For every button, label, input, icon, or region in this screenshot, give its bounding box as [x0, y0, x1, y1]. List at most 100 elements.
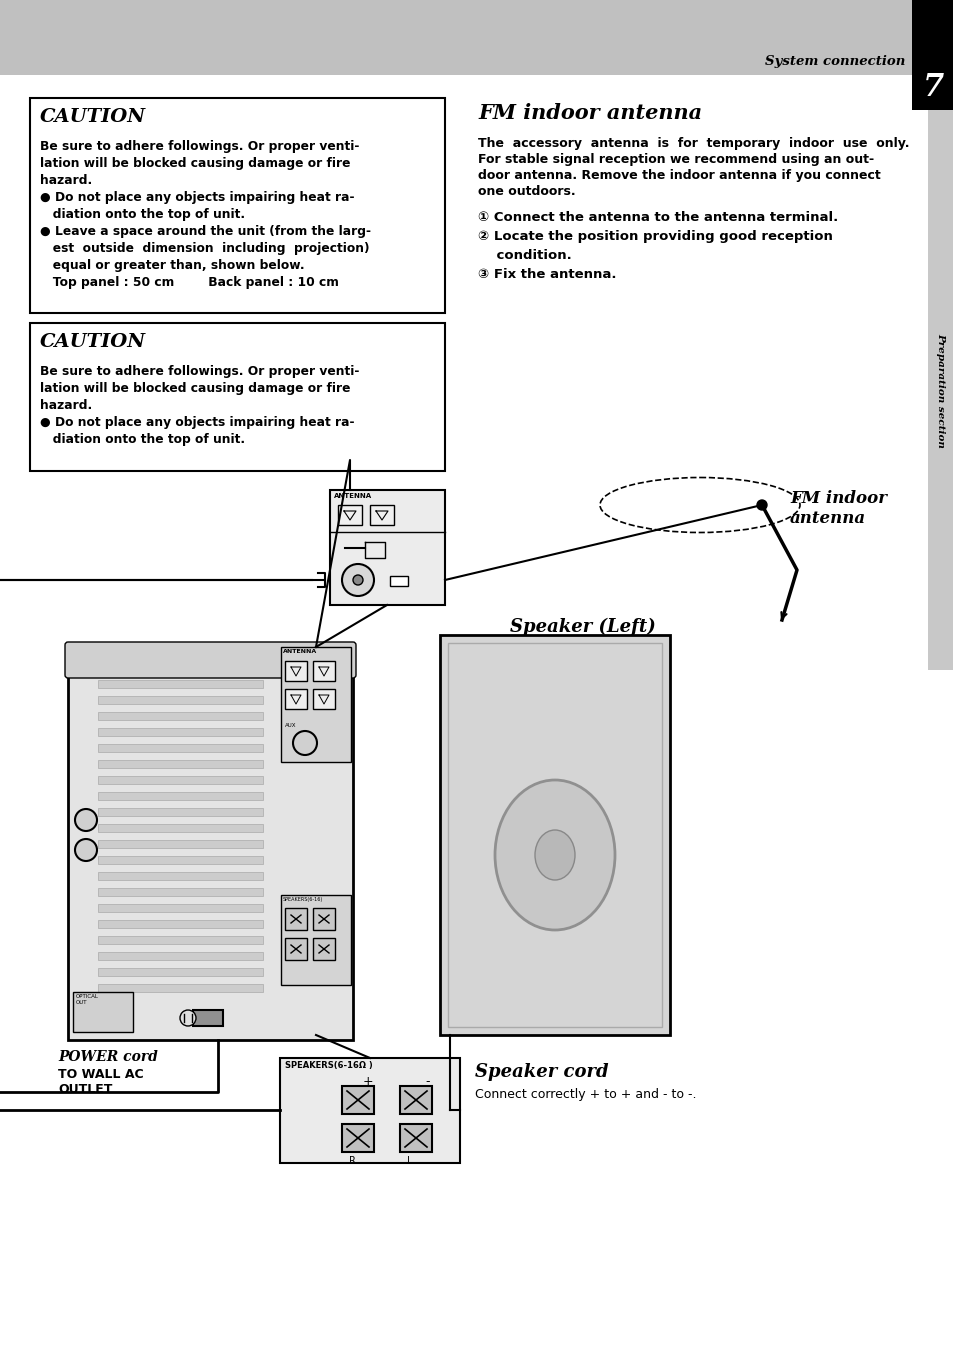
- Bar: [439, 635, 669, 1035]
- Bar: [30, 99, 444, 313]
- Text: System connection: System connection: [763, 55, 904, 69]
- Bar: [285, 938, 307, 961]
- Text: ANTENNA: ANTENNA: [334, 493, 372, 499]
- Text: Top panel : 50 cm        Back panel : 10 cm: Top panel : 50 cm Back panel : 10 cm: [40, 276, 338, 289]
- Text: ● Leave a space around the unit (from the larg-: ● Leave a space around the unit (from th…: [40, 226, 371, 238]
- Bar: [448, 643, 661, 1027]
- Bar: [370, 505, 394, 526]
- Bar: [98, 712, 263, 720]
- Text: ● Do not place any objects impairing heat ra-: ● Do not place any objects impairing hea…: [40, 416, 355, 430]
- Circle shape: [341, 563, 374, 596]
- Text: diation onto the top of unit.: diation onto the top of unit.: [40, 434, 245, 446]
- Text: CAUTION: CAUTION: [40, 108, 146, 126]
- Text: +: +: [362, 1075, 373, 1088]
- Bar: [98, 871, 263, 880]
- Text: one outdoors.: one outdoors.: [477, 185, 575, 199]
- Text: equal or greater than, shown below.: equal or greater than, shown below.: [40, 259, 304, 272]
- Bar: [98, 857, 263, 865]
- Text: ① Connect the antenna to the antenna terminal.: ① Connect the antenna to the antenna ter…: [477, 211, 838, 224]
- Bar: [98, 792, 263, 800]
- Bar: [98, 808, 263, 816]
- Bar: [390, 576, 408, 586]
- Text: Speaker (Left): Speaker (Left): [510, 617, 655, 636]
- Bar: [68, 644, 353, 1040]
- Bar: [337, 505, 361, 526]
- Bar: [98, 680, 263, 688]
- Text: SPEAKERS(6-16): SPEAKERS(6-16): [283, 897, 323, 902]
- Text: Speaker cord: Speaker cord: [475, 1063, 608, 1081]
- Text: hazard.: hazard.: [40, 399, 92, 412]
- Text: Preparation section: Preparation section: [936, 332, 944, 447]
- Bar: [0, 0, 953, 76]
- Text: Connect correctly + to + and - to -.: Connect correctly + to + and - to -.: [475, 1088, 696, 1101]
- Bar: [98, 728, 263, 736]
- Text: condition.: condition.: [477, 249, 571, 262]
- Bar: [399, 1124, 432, 1152]
- Bar: [98, 920, 263, 928]
- Text: ② Locate the position providing good reception: ② Locate the position providing good rec…: [477, 230, 832, 243]
- Bar: [98, 936, 263, 944]
- Text: AUX: AUX: [285, 723, 296, 728]
- Circle shape: [293, 731, 316, 755]
- Bar: [281, 894, 351, 985]
- Text: The  accessory  antenna  is  for  temporary  indoor  use  only.: The accessory antenna is for temporary i…: [477, 136, 908, 150]
- Bar: [281, 647, 351, 762]
- Text: ANTENNA: ANTENNA: [283, 648, 317, 654]
- Bar: [98, 744, 263, 753]
- Text: TO WALL AC
OUTLET: TO WALL AC OUTLET: [58, 1069, 144, 1096]
- Text: door antenna. Remove the indoor antenna if you connect: door antenna. Remove the indoor antenna …: [477, 169, 880, 182]
- Bar: [193, 1011, 223, 1025]
- Bar: [73, 992, 132, 1032]
- Text: SPEAKERS(6-16Ω ): SPEAKERS(6-16Ω ): [285, 1061, 373, 1070]
- Bar: [98, 840, 263, 848]
- Bar: [341, 1086, 374, 1115]
- Text: R: R: [348, 1156, 355, 1166]
- Text: est  outside  dimension  including  projection): est outside dimension including projecti…: [40, 242, 369, 255]
- Bar: [927, 109, 953, 670]
- Text: hazard.: hazard.: [40, 174, 92, 186]
- Text: ● Do not place any objects impairing heat ra-: ● Do not place any objects impairing hea…: [40, 190, 355, 204]
- Bar: [313, 908, 335, 929]
- Bar: [285, 908, 307, 929]
- Bar: [341, 1124, 374, 1152]
- Text: lation will be blocked causing damage or fire: lation will be blocked causing damage or…: [40, 157, 350, 170]
- Bar: [98, 761, 263, 767]
- Bar: [313, 661, 335, 681]
- Bar: [911, 0, 953, 109]
- Circle shape: [75, 809, 97, 831]
- Bar: [313, 689, 335, 709]
- Circle shape: [757, 500, 766, 509]
- Text: FM indoor antenna: FM indoor antenna: [477, 103, 701, 123]
- Text: Be sure to adhere followings. Or proper venti-: Be sure to adhere followings. Or proper …: [40, 141, 359, 153]
- Text: 7: 7: [922, 73, 943, 104]
- Bar: [399, 1086, 432, 1115]
- Text: -: -: [425, 1075, 430, 1088]
- Text: diation onto the top of unit.: diation onto the top of unit.: [40, 208, 245, 222]
- Circle shape: [353, 576, 363, 585]
- Bar: [98, 904, 263, 912]
- Bar: [98, 888, 263, 896]
- Text: OPTICAL
OUT: OPTICAL OUT: [76, 994, 99, 1005]
- Bar: [330, 490, 444, 605]
- Text: FM indoor
antenna: FM indoor antenna: [789, 490, 886, 527]
- Bar: [98, 775, 263, 784]
- Bar: [280, 1058, 459, 1163]
- Bar: [98, 696, 263, 704]
- Bar: [313, 938, 335, 961]
- Circle shape: [180, 1011, 195, 1025]
- Text: POWER cord: POWER cord: [58, 1050, 157, 1065]
- Text: CAUTION: CAUTION: [40, 332, 146, 351]
- Ellipse shape: [535, 830, 575, 880]
- Bar: [98, 969, 263, 975]
- Text: lation will be blocked causing damage or fire: lation will be blocked causing damage or…: [40, 382, 350, 394]
- Bar: [285, 689, 307, 709]
- Bar: [98, 824, 263, 832]
- Text: ③ Fix the antenna.: ③ Fix the antenna.: [477, 267, 616, 281]
- Bar: [30, 323, 444, 471]
- Ellipse shape: [495, 780, 615, 929]
- Text: L: L: [407, 1156, 413, 1166]
- Bar: [285, 661, 307, 681]
- Circle shape: [75, 839, 97, 861]
- Bar: [98, 984, 263, 992]
- Text: Be sure to adhere followings. Or proper venti-: Be sure to adhere followings. Or proper …: [40, 365, 359, 378]
